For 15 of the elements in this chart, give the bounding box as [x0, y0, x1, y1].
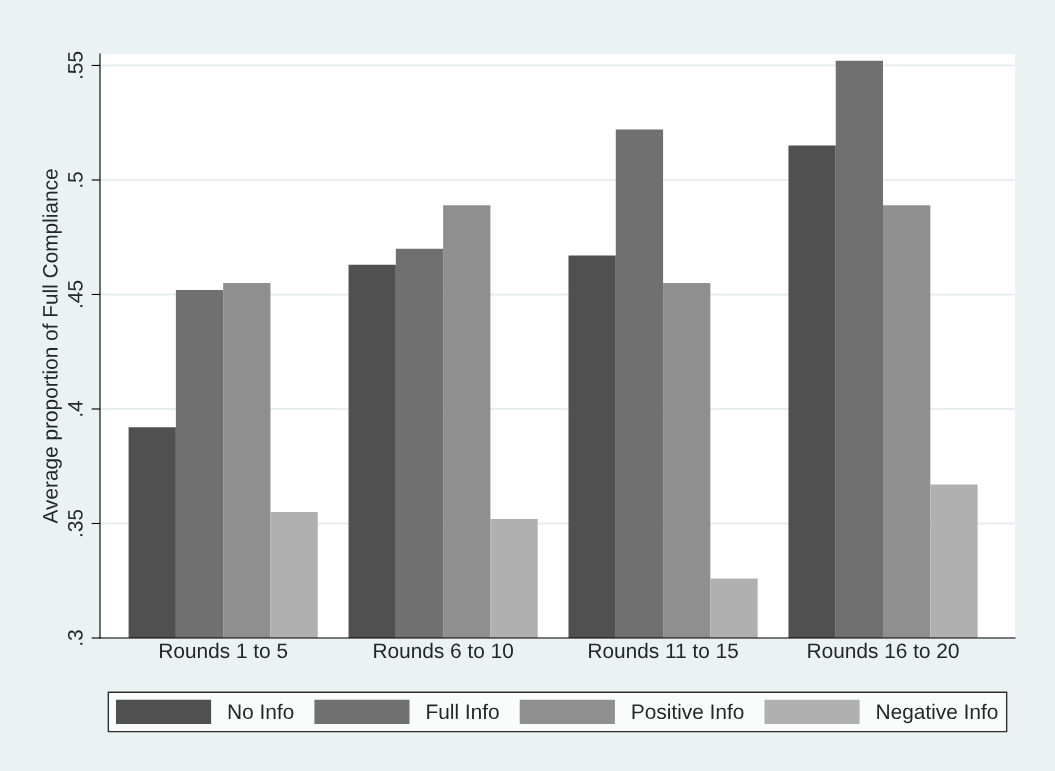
- y-tick-label: .5: [68, 172, 83, 187]
- y-tick-label: .3: [67, 630, 83, 645]
- legend-label: Full Info: [427, 703, 499, 720]
- y-tick-label: .45: [68, 280, 83, 308]
- x-tick-label: Rounds 16 to 20: [808, 642, 959, 659]
- x-tick-label: Rounds 6 to 10: [374, 642, 513, 659]
- legend-label: Positive Info: [632, 703, 744, 720]
- y-tick-label: .55: [68, 51, 83, 79]
- legend-label: No Info: [228, 703, 294, 720]
- y-tick-label: .4: [68, 400, 83, 416]
- y-axis-title: Average proportion of Full Compliance: [42, 169, 62, 524]
- x-tick-label: Rounds 11 to 15: [589, 642, 738, 659]
- y-tick-label: .35: [67, 509, 83, 537]
- legend-label: Negative Info: [877, 703, 998, 724]
- x-tick-label: Rounds 1 to 5: [160, 642, 288, 659]
